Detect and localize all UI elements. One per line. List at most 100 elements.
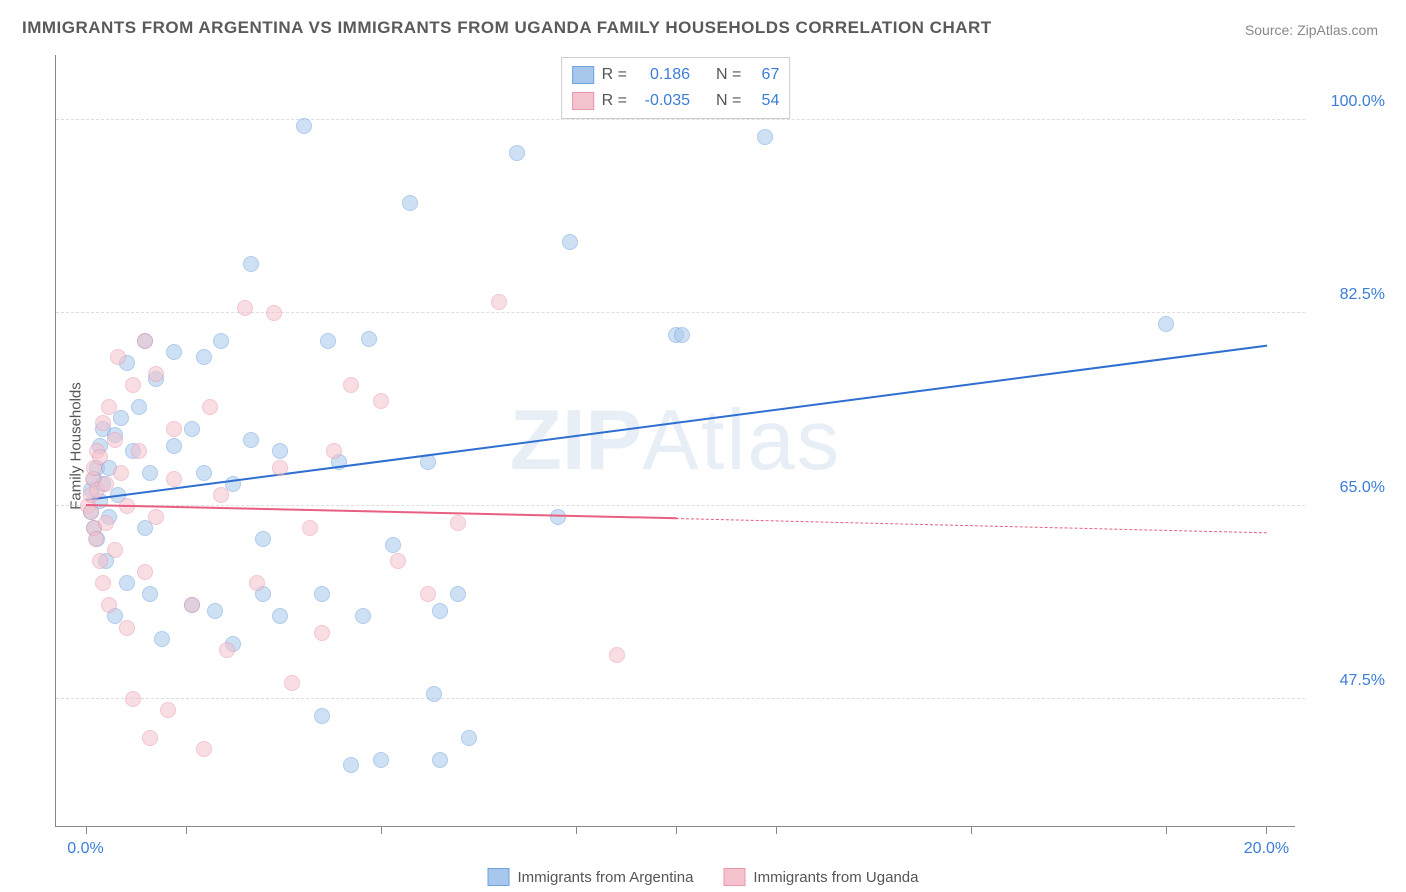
scatter-point <box>196 741 212 757</box>
y-tick-label: 47.5% <box>1305 672 1385 690</box>
scatter-point <box>137 333 153 349</box>
legend-swatch <box>488 868 510 886</box>
regression-line <box>86 344 1267 500</box>
scatter-point <box>343 377 359 393</box>
scatter-point <box>88 531 104 547</box>
stat-legend-row: R = 0.186 N = 67 <box>572 62 780 88</box>
legend-label: Immigrants from Argentina <box>518 869 694 886</box>
scatter-point <box>491 294 507 310</box>
x-tick <box>971 826 972 834</box>
scatter-point <box>432 752 448 768</box>
scatter-point <box>343 757 359 773</box>
r-value: -0.035 <box>635 92 690 110</box>
scatter-point <box>509 145 525 161</box>
scatter-point <box>390 553 406 569</box>
scatter-point <box>202 399 218 415</box>
r-value: 0.186 <box>635 66 690 84</box>
scatter-point <box>113 410 129 426</box>
scatter-point <box>355 608 371 624</box>
scatter-point <box>314 708 330 724</box>
scatter-point <box>196 349 212 365</box>
scatter-point <box>207 603 223 619</box>
gridline-h <box>56 119 1305 120</box>
scatter-point <box>314 586 330 602</box>
scatter-point <box>243 432 259 448</box>
n-label: N = <box>716 92 741 110</box>
scatter-point <box>1158 316 1174 332</box>
y-tick-label: 82.5% <box>1305 286 1385 304</box>
source-attribution: Source: ZipAtlas.com <box>1245 22 1378 38</box>
scatter-point <box>272 608 288 624</box>
scatter-point <box>166 471 182 487</box>
scatter-point <box>113 465 129 481</box>
scatter-point <box>166 438 182 454</box>
scatter-point <box>196 465 212 481</box>
scatter-point <box>131 399 147 415</box>
scatter-point <box>213 487 229 503</box>
scatter-point <box>320 333 336 349</box>
r-label: R = <box>602 66 627 84</box>
scatter-point <box>757 129 773 145</box>
n-value: 67 <box>749 66 779 84</box>
y-tick-label: 100.0% <box>1305 93 1385 111</box>
scatter-point <box>142 586 158 602</box>
scatter-plot-area: ZIPAtlas R =0.186N =67R =-0.035N =54 47.… <box>55 55 1295 827</box>
scatter-point <box>255 531 271 547</box>
scatter-point <box>131 443 147 459</box>
r-label: R = <box>602 92 627 110</box>
scatter-point <box>243 256 259 272</box>
scatter-point <box>420 586 436 602</box>
gridline-h <box>56 698 1305 699</box>
scatter-point <box>154 631 170 647</box>
scatter-point <box>249 575 265 591</box>
scatter-point <box>219 642 235 658</box>
series-legend: Immigrants from Argentina Immigrants from… <box>488 868 919 886</box>
scatter-point <box>302 520 318 536</box>
scatter-point <box>373 393 389 409</box>
legend-swatch <box>572 66 594 84</box>
stats-legend-box: R =0.186N =67R =-0.035N =54 <box>561 57 791 119</box>
scatter-point <box>432 603 448 619</box>
legend-item: Immigrants from Uganda <box>723 868 918 886</box>
x-tick <box>1166 826 1167 834</box>
scatter-point <box>95 415 111 431</box>
x-tick <box>1266 826 1267 834</box>
scatter-point <box>142 465 158 481</box>
scatter-point <box>98 476 114 492</box>
legend-swatch <box>572 92 594 110</box>
legend-item: Immigrants from Argentina <box>488 868 694 886</box>
x-tick <box>676 826 677 834</box>
y-tick-label: 65.0% <box>1305 479 1385 497</box>
scatter-point <box>160 702 176 718</box>
scatter-point <box>92 553 108 569</box>
scatter-point <box>98 515 114 531</box>
legend-label: Immigrants from Uganda <box>753 869 918 886</box>
x-tick-label: 20.0% <box>1244 840 1289 858</box>
scatter-point <box>550 509 566 525</box>
scatter-point <box>110 349 126 365</box>
scatter-point <box>166 421 182 437</box>
scatter-point <box>284 675 300 691</box>
chart-title: IMMIGRANTS FROM ARGENTINA VS IMMIGRANTS … <box>22 18 992 38</box>
scatter-point <box>119 575 135 591</box>
scatter-point <box>137 564 153 580</box>
x-tick <box>576 826 577 834</box>
n-label: N = <box>716 66 741 84</box>
x-tick <box>186 826 187 834</box>
scatter-point <box>450 586 466 602</box>
scatter-point <box>402 195 418 211</box>
scatter-point <box>272 443 288 459</box>
gridline-h <box>56 505 1305 506</box>
scatter-point <box>119 620 135 636</box>
regression-line <box>676 518 1266 533</box>
scatter-point <box>101 399 117 415</box>
scatter-point <box>107 542 123 558</box>
scatter-point <box>266 305 282 321</box>
scatter-point <box>125 377 141 393</box>
scatter-point <box>426 686 442 702</box>
scatter-point <box>609 647 625 663</box>
scatter-point <box>213 333 229 349</box>
scatter-point <box>125 691 141 707</box>
scatter-point <box>92 449 108 465</box>
scatter-point <box>385 537 401 553</box>
